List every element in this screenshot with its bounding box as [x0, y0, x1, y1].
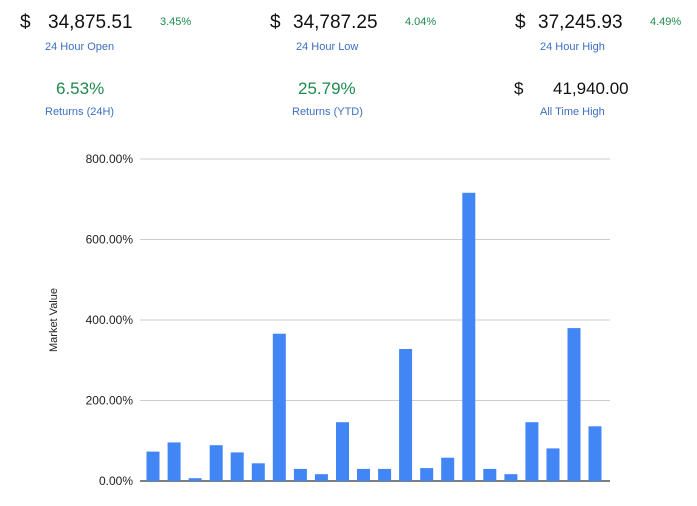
y-tick-label: 800.00% [86, 152, 134, 166]
chart-bar[interactable] [357, 468, 370, 481]
chart-bar[interactable] [336, 422, 349, 481]
bars [146, 192, 602, 482]
chart-bar[interactable] [378, 468, 392, 481]
y-axis-label: Market Value [48, 288, 60, 352]
chart-bar[interactable] [588, 426, 602, 481]
currency-symbol: $ [270, 12, 281, 33]
currency-symbol: $ [514, 79, 524, 98]
market-value-chart: 0.00% 200.00% 400.00% 600.00% 800.00% Market… [48, 152, 610, 488]
y-tick-label: 400.00% [86, 313, 134, 327]
high-value: 37,245.93 [538, 12, 623, 33]
chart-bar[interactable] [462, 192, 476, 482]
y-tick-label: 0.00% [99, 474, 133, 488]
chart-bar[interactable] [546, 448, 560, 481]
chart-bar[interactable] [399, 349, 413, 481]
y-axis-tick-labels: 0.00% 200.00% 400.00% 600.00% 800.00% [86, 152, 134, 488]
ath-label: All Time High [540, 106, 605, 118]
chart-bar[interactable] [251, 463, 265, 481]
returns-ytd-label: Returns (YTD) [292, 106, 363, 118]
chart-bar[interactable] [209, 445, 223, 481]
chart-bar[interactable] [230, 452, 244, 481]
chart-bar[interactable] [272, 333, 286, 481]
open-change: 3.45% [160, 16, 192, 28]
chart-bar[interactable] [293, 468, 307, 481]
chart-bar[interactable] [314, 474, 328, 481]
chart-bar[interactable] [420, 468, 434, 481]
currency-symbol: $ [20, 12, 31, 33]
open-label: 24 Hour Open [45, 41, 115, 53]
high-change: 4.49% [650, 16, 682, 28]
chart-bar[interactable] [525, 422, 539, 481]
open-value: 34,875.51 [48, 12, 133, 33]
chart-bar[interactable] [504, 474, 518, 481]
y-tick-label: 200.00% [86, 394, 134, 408]
currency-symbol: $ [515, 12, 526, 33]
returns-24h-label: Returns (24H) [45, 106, 115, 118]
ath-value: 41,940.00 [553, 79, 629, 98]
chart-bar[interactable] [567, 328, 581, 481]
low-change: 4.04% [405, 16, 437, 28]
y-tick-label: 600.00% [86, 233, 134, 247]
chart-bar[interactable] [188, 478, 202, 481]
chart-bar[interactable] [146, 451, 160, 481]
low-value: 34,787.25 [293, 12, 378, 33]
returns-24h-value: 6.53% [56, 79, 105, 98]
returns-ytd-value: 25.79% [298, 79, 356, 98]
low-label: 24 Hour Low [296, 41, 359, 53]
chart-bar[interactable] [167, 442, 181, 481]
high-label: 24 Hour High [540, 41, 605, 53]
chart-bar[interactable] [441, 457, 455, 481]
grid-lines [140, 158, 610, 482]
chart-bar[interactable] [483, 468, 497, 481]
